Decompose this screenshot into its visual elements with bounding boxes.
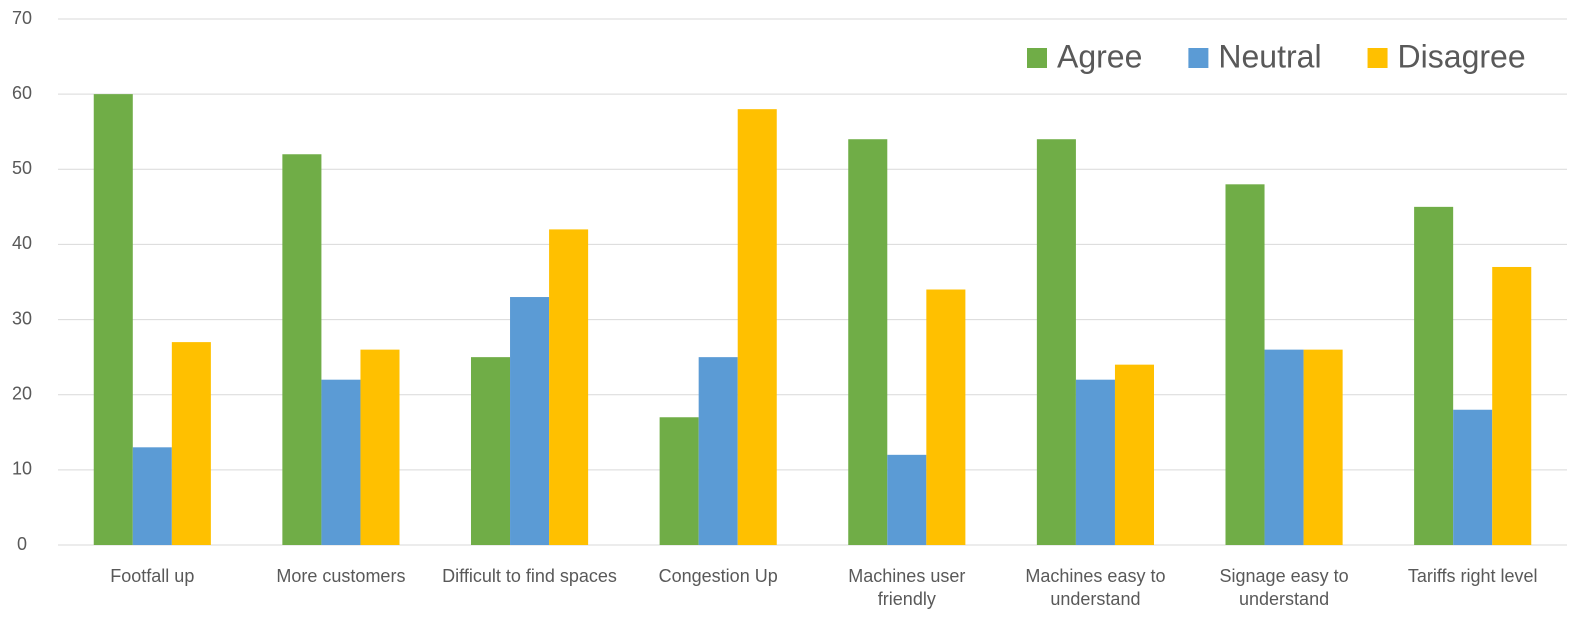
bar bbox=[171, 342, 211, 545]
x-tick-label: Difficult to find spaces bbox=[442, 566, 617, 586]
legend-swatch bbox=[1188, 48, 1209, 68]
legend-label: Agree bbox=[1057, 38, 1142, 74]
x-tick-label: Tariffs right level bbox=[1407, 566, 1538, 586]
bar bbox=[1453, 409, 1493, 545]
y-tick-label: 70 bbox=[12, 8, 32, 28]
legend-label: Disagree bbox=[1398, 38, 1526, 74]
legend-label: Neutral bbox=[1218, 38, 1321, 74]
bar bbox=[1492, 266, 1532, 545]
y-tick-label: 60 bbox=[12, 83, 32, 103]
x-tick-label: Congestion Up bbox=[658, 566, 778, 586]
y-tick-label: 30 bbox=[12, 308, 32, 328]
x-tick-label: Machines easy to understand bbox=[1025, 566, 1166, 609]
bar bbox=[1114, 364, 1155, 545]
bar bbox=[132, 447, 172, 545]
bar bbox=[848, 139, 888, 545]
bar bbox=[737, 109, 777, 546]
legend-swatch bbox=[1027, 48, 1047, 68]
x-tick-label: Footfall up bbox=[110, 566, 195, 586]
x-tick-label: More customers bbox=[276, 566, 406, 586]
y-tick-label: 50 bbox=[12, 158, 32, 178]
bar bbox=[282, 154, 322, 545]
bar bbox=[887, 454, 927, 545]
bar bbox=[1264, 349, 1304, 545]
bar bbox=[1225, 184, 1265, 546]
x-tick-label: Signage easy to understand bbox=[1219, 566, 1349, 609]
bar bbox=[698, 357, 738, 545]
x-tick-label: Machines user friendly bbox=[848, 566, 966, 609]
bar bbox=[93, 94, 133, 546]
y-tick-label: 40 bbox=[12, 233, 32, 253]
bar bbox=[1303, 349, 1343, 545]
bar bbox=[659, 417, 699, 545]
y-tick-label: 20 bbox=[12, 383, 32, 403]
bar bbox=[549, 229, 589, 545]
bar bbox=[926, 289, 966, 545]
legend-swatch bbox=[1367, 48, 1388, 68]
bar bbox=[470, 357, 511, 545]
bar bbox=[321, 379, 361, 545]
bar bbox=[360, 349, 400, 545]
y-tick-label: 0 bbox=[17, 534, 27, 554]
bar bbox=[510, 297, 550, 545]
bar bbox=[1036, 139, 1076, 545]
y-tick-label: 10 bbox=[12, 459, 32, 479]
bar bbox=[1414, 206, 1454, 545]
bar bbox=[1075, 379, 1115, 545]
